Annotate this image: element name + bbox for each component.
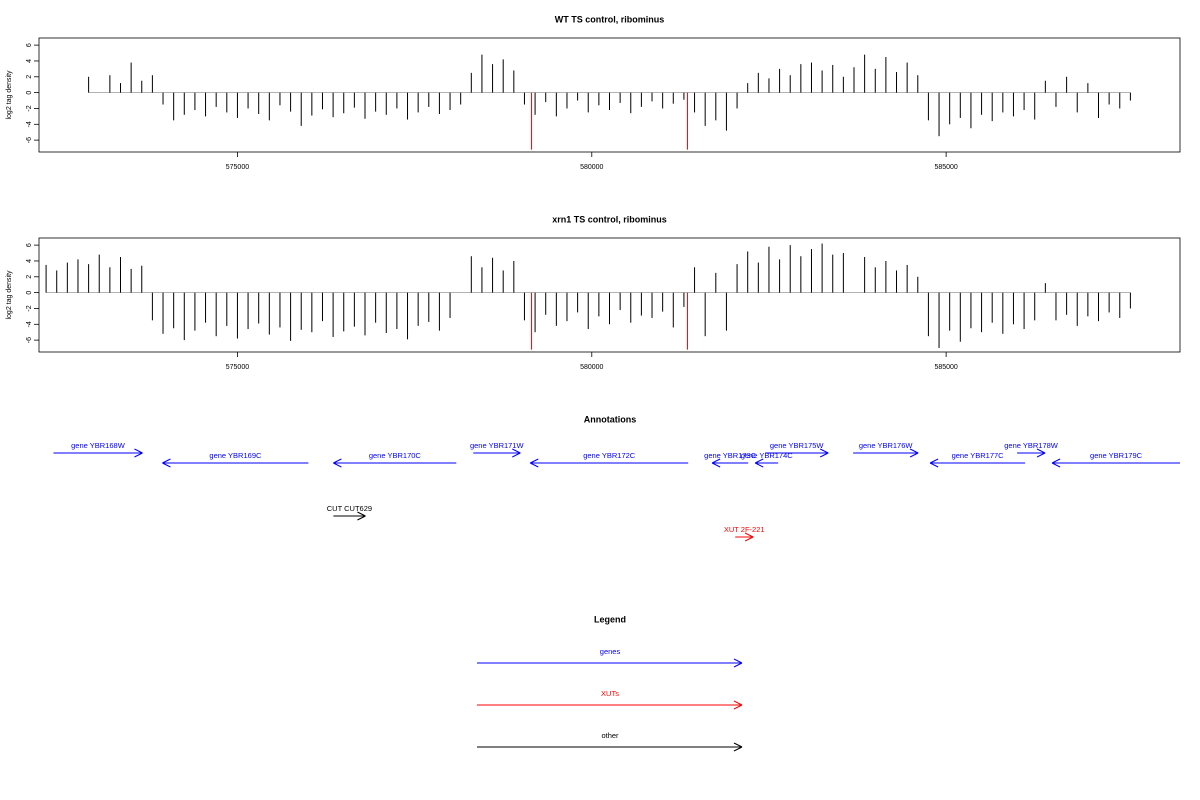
x-tick-label: 580000 xyxy=(580,164,603,171)
feature-label: gene YBR172C xyxy=(583,451,636,460)
feature-arrow xyxy=(1017,448,1046,458)
arrow-part xyxy=(162,462,171,468)
y-tick-label: -4 xyxy=(26,321,33,327)
arrow-part xyxy=(733,662,743,668)
feature-arrow xyxy=(929,458,1026,468)
legend-arrow xyxy=(477,658,743,668)
legend-label: genes xyxy=(600,647,621,656)
arrow-part xyxy=(819,452,829,458)
y-tick-label: -2 xyxy=(26,305,33,311)
legend-label: other xyxy=(601,731,619,740)
feature-label: CUT CUT629 xyxy=(327,504,372,513)
arrow-part xyxy=(909,448,919,454)
y-tick-label: -2 xyxy=(26,105,33,111)
feature-label: gene YBR177C xyxy=(952,451,1005,460)
feature-label: gene YBR170C xyxy=(369,451,422,460)
arrow-part xyxy=(357,515,366,521)
plot-frame xyxy=(38,237,1181,353)
arrow-part xyxy=(357,511,366,517)
feature-arrow xyxy=(473,448,521,458)
arrow-part xyxy=(530,462,539,468)
arrow-part xyxy=(733,704,743,710)
arrow-part xyxy=(512,452,521,458)
arrow-part xyxy=(134,452,143,458)
y-tick-label: 6 xyxy=(26,43,33,47)
x-tick-label: 580000 xyxy=(580,364,603,371)
legend-arrow xyxy=(477,700,743,710)
y-tick-label: -6 xyxy=(26,137,33,143)
arrow-part xyxy=(819,448,829,454)
arrow-part xyxy=(744,532,754,538)
feature-label: gene YBR168W xyxy=(71,441,126,450)
chart-title: WT TS control, ribominus xyxy=(555,14,665,24)
x-tick-label: 575000 xyxy=(226,364,249,371)
arrow-part xyxy=(733,658,743,664)
feature-arrow xyxy=(853,448,919,458)
x-tick-label: 575000 xyxy=(226,164,249,171)
arrow-part xyxy=(1051,458,1061,464)
feature-arrow xyxy=(1051,458,1180,468)
arrow-part xyxy=(733,700,743,706)
y-axis-label: log2 tag density xyxy=(6,70,13,120)
feature-label: gene YBR173C xyxy=(704,451,757,460)
y-tick-label: 2 xyxy=(26,75,33,79)
plot-frame xyxy=(38,37,1181,153)
arrow-part xyxy=(512,448,521,454)
legend-label: XUTs xyxy=(601,689,619,698)
feature-arrow xyxy=(735,532,754,542)
x-tick-label: 585000 xyxy=(934,364,957,371)
arrow-part xyxy=(1036,448,1046,454)
feature-label: gene YBR171W xyxy=(470,441,525,450)
feature-arrow xyxy=(765,448,829,458)
arrow-part xyxy=(733,746,743,752)
arrow-part xyxy=(754,458,764,464)
y-tick-label: 4 xyxy=(26,259,33,263)
feature-label: XUT 2F-221 xyxy=(724,525,765,534)
feature-label: gene YBR179C xyxy=(1090,451,1143,460)
feature-label: gene YBR169C xyxy=(209,451,262,460)
y-tick-label: 0 xyxy=(26,91,33,95)
feature-arrow xyxy=(530,458,689,468)
arrow-part xyxy=(333,462,342,468)
y-tick-label: 2 xyxy=(26,275,33,279)
feature-label: gene YBR175W xyxy=(770,441,825,450)
y-tick-label: -6 xyxy=(26,337,33,343)
arrow-part xyxy=(744,536,754,542)
legend-title: Legend xyxy=(594,614,626,624)
y-tick-label: -4 xyxy=(26,121,33,127)
feature-arrow xyxy=(333,511,366,521)
feature-arrow xyxy=(711,458,749,468)
arrow-part xyxy=(333,458,342,464)
arrow-part xyxy=(1051,462,1061,468)
chart-title: xrn1 TS control, ribominus xyxy=(552,214,667,224)
feature-arrow xyxy=(333,458,457,468)
arrow-part xyxy=(929,458,939,464)
arrow-part xyxy=(1036,452,1046,458)
arrow-part xyxy=(134,448,143,454)
annotations-title: Annotations xyxy=(584,414,637,424)
arrow-part xyxy=(530,458,539,464)
arrow-part xyxy=(711,458,721,464)
arrow-part xyxy=(754,462,764,468)
feature-label: gene YBR174C xyxy=(741,451,794,460)
arrow-part xyxy=(909,452,919,458)
y-tick-label: 4 xyxy=(26,59,33,63)
arrow-part xyxy=(162,458,171,464)
feature-label: gene YBR176W xyxy=(859,441,914,450)
feature-arrow xyxy=(53,448,143,458)
arrow-part xyxy=(711,462,721,468)
x-tick-label: 585000 xyxy=(934,164,957,171)
y-tick-label: 6 xyxy=(26,243,33,247)
legend-arrow xyxy=(477,742,743,752)
y-tick-label: 0 xyxy=(26,291,33,295)
arrow-part xyxy=(733,742,743,748)
feature-arrow xyxy=(754,458,779,468)
y-axis-label: log2 tag density xyxy=(6,270,13,320)
feature-label: gene YBR178W xyxy=(1004,441,1059,450)
feature-arrow xyxy=(162,458,309,468)
arrow-part xyxy=(929,462,939,468)
